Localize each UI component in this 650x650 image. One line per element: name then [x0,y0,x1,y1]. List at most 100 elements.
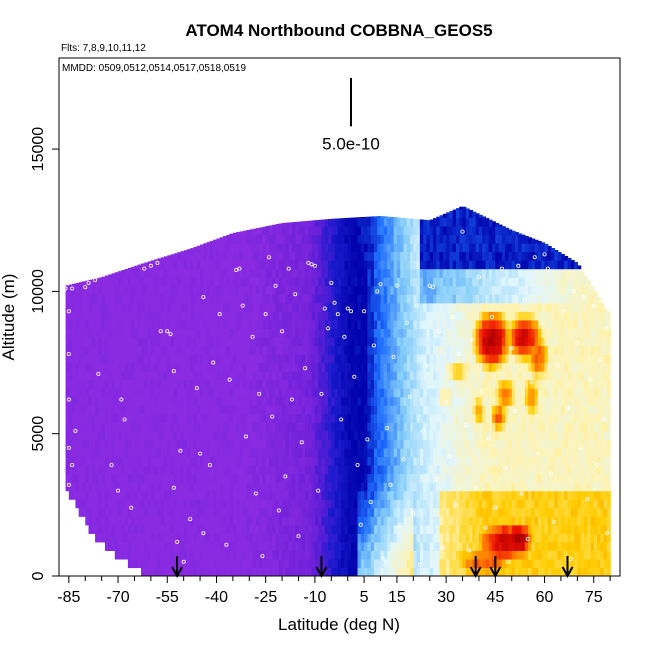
heat-cell [472,302,477,312]
heat-cell [200,319,204,329]
heat-cell [416,251,421,261]
heat-cell [108,371,113,381]
heat-cell [209,533,214,543]
heat-cell [305,225,309,236]
heat-cell [341,465,346,475]
heat-cell [301,319,306,329]
heat-cell [459,379,464,389]
heat-cell [311,345,316,355]
heat-cell [85,447,90,458]
heat-cell [413,302,418,312]
heat-cell [104,311,109,321]
heat-cell [459,482,464,492]
heat-cell [242,230,247,236]
heat-cell [308,371,313,381]
heat-cell [262,507,267,517]
heat-cell [262,567,267,576]
heat-cell [370,439,375,449]
heat-cell [144,482,149,492]
heat-cell [226,319,231,329]
heat-cell [170,362,175,372]
heat-cell [347,217,352,227]
heat-cell [232,285,237,295]
heat-cell [160,516,165,526]
heat-cell [124,379,129,389]
heat-cell [157,260,162,270]
heat-cell [334,499,339,509]
heat-cell [157,277,162,287]
heat-cell [380,268,385,278]
heat-cell [423,345,428,355]
heat-cell [223,294,227,304]
heat-cell [354,234,359,244]
heat-cell [449,217,454,227]
heat-cell [311,473,316,483]
heat-cell [213,482,218,492]
heat-cell [160,430,165,440]
heat-cell [239,558,244,569]
heat-cell [413,277,418,287]
heat-cell [344,294,349,304]
heat-cell [344,439,349,449]
heat-cell [249,405,254,415]
heat-cell [285,473,290,483]
heat-cell [246,473,250,483]
heat-cell [298,541,303,551]
heat-cell [275,413,280,423]
heat-cell [154,260,159,270]
heat-cell [373,371,378,381]
heat-cell [239,490,244,500]
heat-cell [301,413,306,423]
heat-cell [114,311,119,321]
heat-cell [360,243,365,253]
heat-cell [459,422,464,432]
heat-cell [88,524,93,534]
heat-cell [229,567,234,576]
heat-cell [318,219,323,227]
heat-cell [357,260,362,270]
heat-cell [104,516,109,526]
heat-cell [118,524,122,534]
heat-cell [177,319,181,329]
heat-cell [219,319,224,329]
heat-cell [160,473,165,483]
heat-cell [465,302,470,312]
heat-cell [291,379,296,389]
heat-cell [268,243,273,253]
heat-cell [223,473,227,483]
heat-cell [341,422,346,432]
heat-cell [157,258,162,261]
heat-cell [65,465,70,475]
heat-cell [291,473,296,483]
heat-cell [413,430,418,440]
heat-cell [295,405,300,415]
heat-cell [475,260,480,270]
heat-cell [134,524,139,534]
heat-cell [226,243,231,253]
heat-cell [360,268,365,278]
heat-cell [78,388,83,398]
heat-cell [370,473,375,483]
heat-cell [459,243,464,253]
heat-cell [344,336,349,347]
heat-cell [154,447,159,458]
heat-cell [183,277,188,287]
heat-cell [262,499,267,509]
heat-cell [147,439,152,449]
heat-cell [452,550,457,560]
heat-cell [272,379,277,389]
heat-cell [114,277,119,287]
heat-cell [423,533,428,543]
heat-cell [360,490,365,500]
heat-cell [360,294,365,304]
heat-cell [406,328,411,338]
heat-cell [226,294,231,304]
heat-cell [236,447,241,458]
heat-cell [308,379,313,389]
heat-cell [341,285,346,295]
heat-cell [121,388,126,398]
heat-cell [449,396,454,406]
heat-cell [114,302,119,312]
heat-cell [452,336,457,347]
heat-cell [403,396,408,406]
